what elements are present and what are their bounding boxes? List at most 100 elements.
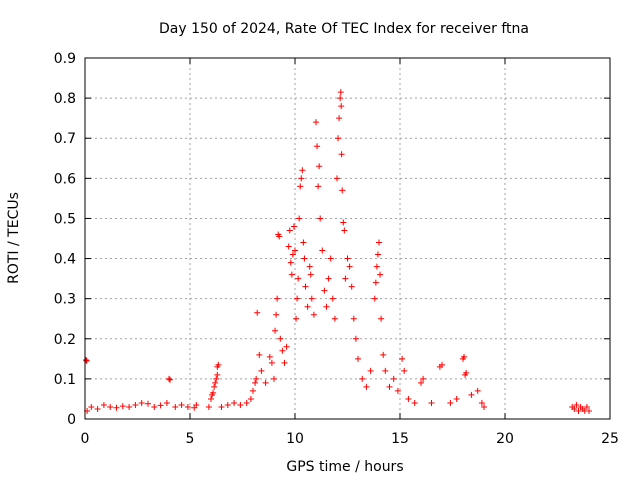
data-point <box>390 375 397 382</box>
data-point <box>94 405 101 412</box>
data-point <box>334 175 340 182</box>
data-point <box>301 255 308 262</box>
data-point <box>428 399 435 406</box>
data-point <box>178 401 185 408</box>
data-point <box>394 387 401 394</box>
data-point <box>151 403 158 410</box>
data-point <box>348 283 355 290</box>
data-point <box>378 315 385 322</box>
data-point <box>214 371 221 378</box>
data-point <box>274 295 281 302</box>
data-point <box>184 403 191 410</box>
data-point <box>386 383 393 390</box>
data-point <box>253 375 260 382</box>
x-tick-label: 0 <box>81 431 90 447</box>
data-point <box>463 369 470 376</box>
data-point <box>306 263 313 270</box>
data-point <box>453 395 460 402</box>
x-tick-label: 25 <box>601 431 619 447</box>
x-tick-label: 10 <box>286 431 304 447</box>
data-point <box>405 395 412 402</box>
data-point <box>213 375 220 382</box>
data-point <box>401 367 408 374</box>
data-point <box>277 335 284 342</box>
data-point <box>294 295 301 302</box>
data-point <box>258 367 265 374</box>
data-point <box>107 403 114 410</box>
y-tick-label: 0 <box>67 412 76 428</box>
data-point <box>338 103 345 110</box>
data-point <box>399 355 406 362</box>
data-point <box>157 402 164 409</box>
data-point <box>292 247 298 254</box>
data-point <box>373 263 380 270</box>
data-point <box>461 353 468 360</box>
data-point <box>337 95 344 102</box>
plot-frame <box>84 57 611 420</box>
data-point <box>273 311 280 318</box>
data-point <box>145 400 151 407</box>
data-point <box>380 351 387 358</box>
y-tick-label: 0.3 <box>54 292 76 308</box>
data-point <box>166 375 172 382</box>
data-point <box>283 343 290 350</box>
data-point <box>314 143 321 150</box>
data-point <box>218 403 225 410</box>
data-point <box>119 403 126 410</box>
data-point <box>262 379 269 386</box>
data-point <box>329 295 336 302</box>
data-point <box>299 167 306 174</box>
data-point <box>266 353 273 360</box>
data-point <box>231 399 238 406</box>
data-point <box>100 401 107 408</box>
data-point <box>481 403 487 410</box>
data-point <box>126 403 133 410</box>
data-point <box>573 401 580 408</box>
data-point <box>583 403 590 410</box>
data-point <box>163 399 170 406</box>
data-point <box>335 135 342 142</box>
data-point <box>313 119 319 126</box>
x-tick-label: 5 <box>186 431 195 447</box>
data-point <box>382 367 389 374</box>
data-point <box>272 327 279 334</box>
data-point <box>439 361 445 368</box>
data-point <box>208 395 214 402</box>
data-point <box>276 233 283 240</box>
data-point <box>377 271 384 278</box>
data-point <box>420 375 427 382</box>
data-point <box>363 383 370 390</box>
grid <box>85 58 610 419</box>
data-point <box>418 379 424 386</box>
data-point <box>355 355 361 362</box>
data-point <box>331 315 338 322</box>
data-point <box>474 387 481 394</box>
data-point <box>307 271 314 278</box>
data-point <box>337 89 344 96</box>
y-tick-label: 0.9 <box>54 51 76 67</box>
data-point <box>327 255 334 262</box>
data-point <box>359 375 366 382</box>
data-point <box>256 351 263 358</box>
data-point <box>167 376 174 383</box>
chart-title: Day 150 of 2024, Rate Of TEC Index for r… <box>159 21 529 37</box>
data-point <box>287 259 294 266</box>
data-point <box>224 401 231 408</box>
data-point <box>575 407 582 414</box>
data-point <box>83 357 90 364</box>
data-point <box>88 403 95 410</box>
data-point <box>297 183 304 190</box>
data-point <box>138 399 145 406</box>
data-point <box>243 399 250 406</box>
data-point <box>247 395 254 402</box>
data-point <box>336 115 343 122</box>
data-point <box>113 404 120 411</box>
y-tick-label: 0.6 <box>54 171 76 187</box>
x-tick-label: 20 <box>496 431 514 447</box>
data-point <box>411 399 418 406</box>
data-point <box>254 309 261 316</box>
data-point <box>293 315 300 322</box>
data-point <box>372 279 379 286</box>
data-point <box>289 251 296 258</box>
